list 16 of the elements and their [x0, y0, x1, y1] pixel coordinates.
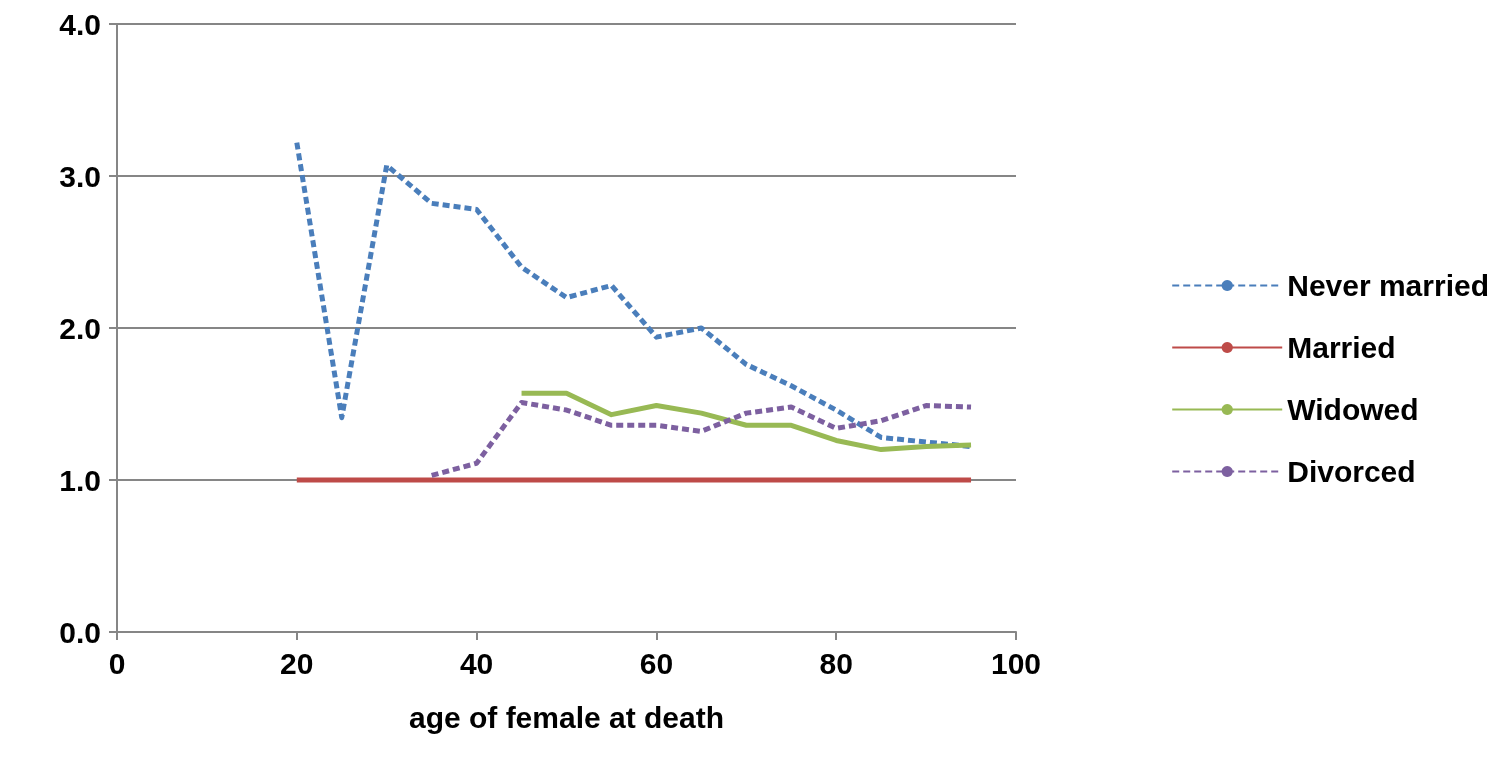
x-tick-label: 20	[280, 646, 314, 680]
x-axis-title: age of female at death	[408, 700, 725, 734]
y-tick-label: 4.0	[59, 7, 101, 41]
legend-label: Divorced	[1287, 455, 1416, 488]
y-tick-label: 1.0	[59, 463, 101, 497]
x-tick-label: 60	[639, 646, 674, 680]
y-tick-label: 2.0	[59, 311, 101, 345]
legend-label: Married	[1287, 331, 1396, 364]
y-tick-label: 3.0	[59, 159, 101, 193]
x-tick-label: 40	[459, 646, 494, 680]
legend-label: Never married	[1287, 269, 1490, 302]
x-tick-label: 0	[108, 646, 126, 680]
x-tick-label: 80	[819, 646, 853, 680]
y-tick-label: 0.0	[59, 615, 101, 649]
legend-label: Widowed	[1287, 393, 1419, 426]
x-tick-label: 100	[990, 646, 1042, 680]
